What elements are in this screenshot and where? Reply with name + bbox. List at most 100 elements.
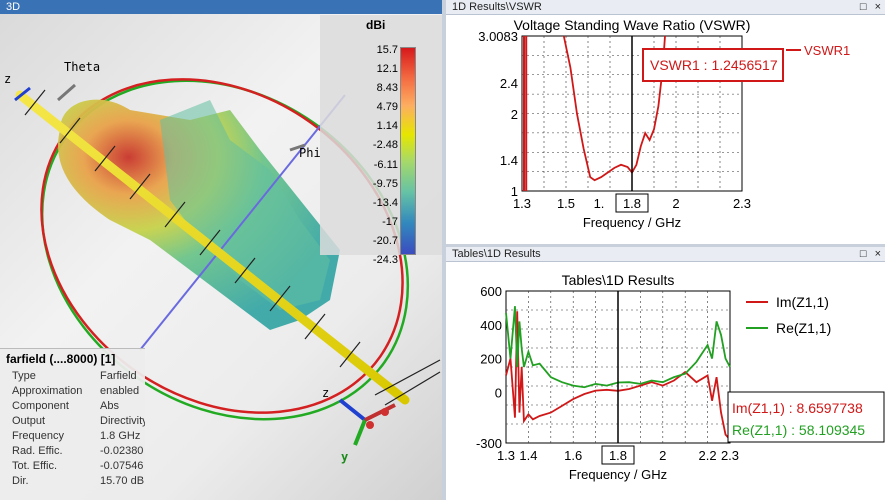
vswr-result-window[interactable]: 1D Results\VSWR □ × Voltage Standing Wave… — [446, 0, 885, 244]
vswr-titlebar: 1D Results\VSWR □ × — [446, 0, 885, 15]
dipole-rod — [15, 90, 410, 405]
x-tick-label: 2.2 — [699, 448, 717, 463]
colorbar-tick: -9.75 — [372, 177, 398, 190]
info-row: Rad. Effic. -0.02380 — [0, 444, 145, 459]
y-tick-label: 1.4 — [500, 153, 518, 168]
colorbar-tick: -20.7 — [372, 234, 398, 247]
x-axis-label: Frequency / GHz — [583, 215, 681, 230]
impedance-chart[interactable]: Tables\1D Results 1.3 1.4 1.6 1.8 2 2.2 2.3 600 4… — [446, 247, 885, 500]
farfield-sidelobes — [160, 100, 330, 310]
marker-readout: Re(Z1,1) : 58.109345 — [732, 422, 865, 438]
info-row: Tot. Effic. -0.07546 — [0, 459, 145, 474]
colorbar-ticks: 15.7 12.1 8.43 4.79 1.14 -2.48 -6.11 -9.75 -13.4… — [354, 41, 398, 270]
y-tick-label: 0 — [495, 385, 502, 400]
colorbar-tick: 12.1 — [376, 63, 398, 76]
close-button[interactable]: × — [874, 248, 881, 260]
triad-z-label: z — [322, 386, 330, 400]
rod-segment-ticks — [24, 89, 441, 406]
info-key: Rad. Effic. — [12, 445, 63, 457]
marker-readout-box — [727, 391, 885, 443]
phi-axis — [139, 94, 346, 351]
info-row: Frequency 1.8 GHz — [0, 429, 145, 444]
colorbar-tick: -2.48 — [372, 139, 398, 152]
info-key: Dir. — [12, 475, 29, 487]
y-tick-label: 2 — [511, 107, 518, 122]
info-value: enabled — [100, 385, 140, 397]
colorbar-tick: 15.7 — [376, 44, 398, 56]
info-row: Approximation enabled — [0, 384, 145, 399]
z-axis-arrow — [14, 86, 31, 102]
info-row: Component Abs — [0, 399, 145, 414]
info-value: Abs — [100, 400, 119, 412]
tables-result-window[interactable]: Tables\1D Results □ × Tables\1D Results 1.… — [446, 247, 885, 500]
colorbar-legend: dBi 15.7 12.1 8.43 4.79 1.14 -2.48 -6.11 -9.75 -… — [320, 15, 442, 266]
info-value: 1.8 GHz — [100, 430, 141, 442]
colorbar-gradient — [400, 47, 416, 255]
close-button[interactable]: × — [874, 1, 881, 13]
info-value: Directivity — [100, 415, 145, 427]
series-line — [505, 311, 731, 441]
colorbar-unit: dBi — [366, 18, 386, 32]
legend-label: Im(Z1,1) — [776, 294, 829, 310]
colorbar-tick: -17 — [382, 215, 398, 228]
info-key: Type — [12, 370, 36, 382]
series-line — [505, 306, 731, 389]
x-tick-label: 1.5 — [557, 196, 575, 211]
legend-label: Re(Z1,1) — [776, 320, 831, 336]
x-tick-label: 2 — [659, 448, 666, 463]
farfield-3d-view[interactable]: 3D — [0, 0, 442, 500]
colorbar-tick: 8.43 — [376, 82, 398, 95]
vswr-chart[interactable]: Voltage Standing Wave Ratio (VSWR) 1.3 1.5… — [446, 0, 885, 244]
y-tick-label: -300 — [476, 436, 502, 451]
info-value: Farfield — [100, 370, 137, 382]
vswr-window-title: 1D Results\VSWR — [452, 1, 542, 13]
colorbar-tick: -24.3 — [372, 254, 398, 267]
marker-readout: Im(Z1,1) : 8.6597738 — [732, 400, 863, 416]
info-row: Type Farfield — [0, 369, 145, 384]
x-axis-label: Frequency / GHz — [569, 467, 667, 482]
x-tick-label: 1.3 — [497, 448, 515, 463]
x-tick-label: 2.3 — [733, 196, 751, 211]
maximize-button[interactable]: □ — [859, 1, 867, 13]
info-row: Dir. 15.70 dB — [0, 474, 145, 489]
x-tick-label: 2 — [672, 196, 679, 211]
colorbar-tick: 4.79 — [376, 101, 398, 114]
view-3d-title: 3D — [6, 1, 21, 13]
marker-readout-box — [642, 48, 784, 82]
colorbar-tick: 1.14 — [376, 120, 398, 133]
tables-window-title: Tables\1D Results — [452, 248, 541, 260]
info-key: Frequency — [12, 430, 64, 442]
x-tick-label: 1.3 — [513, 196, 531, 211]
maximize-button[interactable]: □ — [859, 248, 867, 260]
marker-tick-label: 1.8 — [609, 448, 627, 463]
y-tick-label: 600 — [480, 284, 502, 299]
y-tick-label: 400 — [480, 318, 502, 333]
y-tick-label: 1 — [511, 184, 518, 199]
info-key: Output — [12, 415, 46, 427]
y-tick-label: 200 — [480, 352, 502, 367]
series-line — [562, 35, 666, 182]
info-key: Approximation — [12, 385, 83, 397]
theta-arrow — [57, 83, 76, 102]
marker-tick-box — [601, 445, 635, 465]
x-tick-label: 2.3 — [721, 448, 739, 463]
info-value: 15.70 dB — [100, 475, 145, 487]
y-tick-label: 2.4 — [500, 76, 518, 91]
info-key: Component — [12, 400, 69, 412]
phi-arrow — [289, 143, 306, 152]
triad-y-label: y — [341, 450, 349, 464]
x-tick-label: 1.4 — [519, 448, 537, 463]
info-value: -0.07546 — [100, 460, 144, 472]
info-row: Output Directivity — [0, 414, 145, 429]
phi-label: Phi — [299, 146, 321, 160]
chart-title: Voltage Standing Wave Ratio (VSWR) — [514, 17, 751, 33]
farfield-3d-scene — [14, 78, 441, 446]
info-value: -0.02380 — [100, 445, 144, 457]
marker-tick-box — [615, 193, 649, 213]
z-axis-label: z — [4, 72, 12, 86]
marker-tick-label: 1.8 — [623, 196, 641, 211]
theta-label: Theta — [64, 60, 101, 74]
colorbar-tick: -13.4 — [372, 196, 398, 209]
colorbar-tick: -6.11 — [373, 158, 398, 171]
info-key: Tot. Effic. — [12, 460, 58, 472]
